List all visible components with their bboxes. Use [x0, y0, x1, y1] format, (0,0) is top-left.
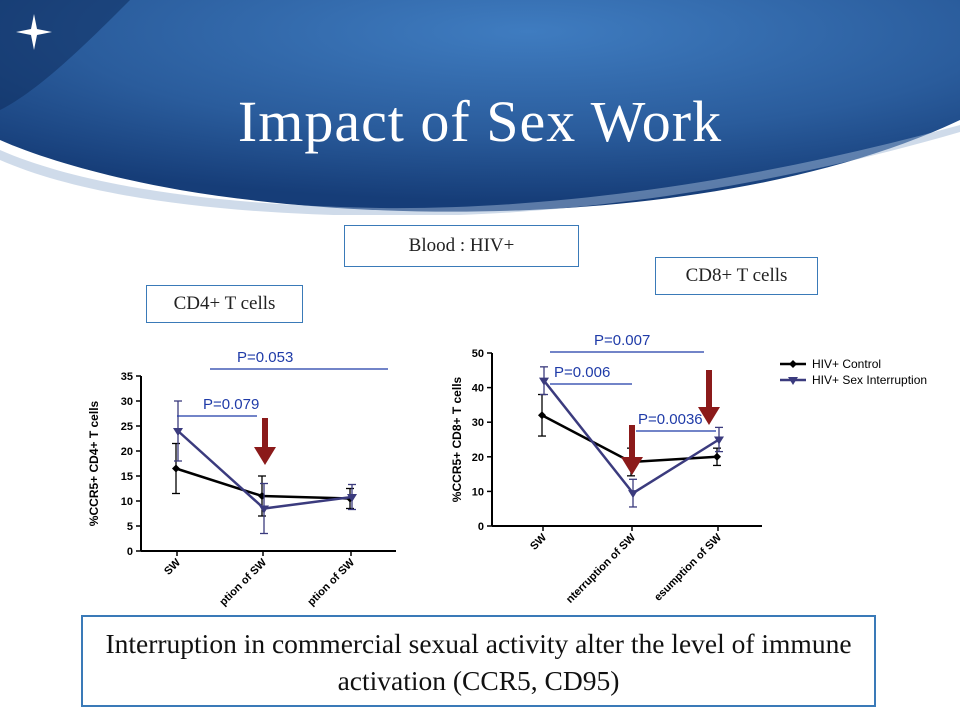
- cd4-point: [258, 492, 266, 500]
- cd8-point: [539, 377, 549, 386]
- cd8-legend-marker: [789, 360, 797, 368]
- cd8-x-tick-label: esumption of SW: [652, 531, 724, 603]
- cd4-x-tick-label: ption of SW: [217, 556, 269, 608]
- cd4-point: [259, 505, 269, 514]
- cd4-pvalue-label: P=0.079: [203, 396, 259, 413]
- cd8-pvalue-label: P=0.0036: [638, 411, 703, 428]
- cd8-y-tick-label: 10: [472, 486, 484, 498]
- cd8-pvalue-label: P=0.007: [594, 332, 650, 349]
- header-background: [0, 0, 960, 215]
- cd8-legend-label: HIV+ Control: [812, 357, 881, 371]
- cd4-y-tick-label: 20: [121, 446, 133, 458]
- cd8-arrow-head: [698, 407, 720, 425]
- cd8-point: [714, 436, 724, 445]
- cd4-pvalue-label: P=0.053: [237, 349, 293, 366]
- cd8-y-axis-label: %CCR5+ CD8+ T cells: [450, 376, 464, 502]
- cd4-point: [172, 464, 180, 473]
- cd8-pvalue-label: P=0.006: [554, 364, 610, 381]
- cd8-point: [538, 411, 546, 420]
- cd4-point: [173, 428, 183, 436]
- cd4-point: [347, 494, 357, 502]
- cd8-point: [628, 490, 638, 499]
- cd8-y-tick-label: 20: [472, 452, 484, 464]
- cd4-y-tick-label: 30: [121, 396, 133, 408]
- cd4-y-axis-label: %CCR5+ CD4+ T cells: [87, 400, 101, 526]
- summary-box: Interruption in commercial sexual activi…: [81, 615, 876, 707]
- cd4-y-tick-label: 25: [121, 421, 133, 433]
- cd8-y-tick-label: 40: [472, 383, 484, 395]
- cd8-x-tick-label: SW: [528, 531, 549, 552]
- cd4-x-tick-label: SW: [162, 556, 183, 577]
- cd8-y-tick-label: 30: [472, 417, 484, 429]
- page-title: Impact of Sex Work: [237, 89, 723, 154]
- cd4-arrow-head: [254, 447, 276, 465]
- cd4-chart: 0 5 10 15 20 25 30 35 SW ption of SW ption of SW %C…: [87, 349, 396, 608]
- cd8-point: [713, 452, 721, 461]
- cd8-legend-label: HIV+ Sex Interruption: [812, 373, 927, 387]
- cd8-chart: 0 10 20 30 40 50 SW nterruption of SW esumption …: [450, 332, 927, 606]
- cd8-x-tick-label: nterruption of SW: [564, 531, 639, 606]
- cd8-legend-marker: [788, 377, 798, 385]
- cd4-y-tick-label: 5: [127, 521, 133, 533]
- cd4-x-tick-label: ption of SW: [305, 556, 357, 608]
- cd4-panel-label: CD4+ T cells: [146, 285, 303, 323]
- blood-label: Blood : HIV+: [344, 225, 579, 267]
- cd8-arrow-head: [621, 457, 643, 475]
- cd4-y-tick-label: 10: [121, 496, 133, 508]
- cd8-panel-label: CD8+ T cells: [655, 257, 818, 295]
- star-icon: [16, 14, 52, 50]
- cd4-y-tick-label: 15: [121, 471, 133, 483]
- cd8-y-tick-label: 0: [478, 521, 484, 533]
- cd4-y-tick-label: 0: [127, 546, 133, 558]
- cd4-y-tick-label: 35: [121, 371, 133, 383]
- cd8-y-tick-label: 50: [472, 348, 484, 360]
